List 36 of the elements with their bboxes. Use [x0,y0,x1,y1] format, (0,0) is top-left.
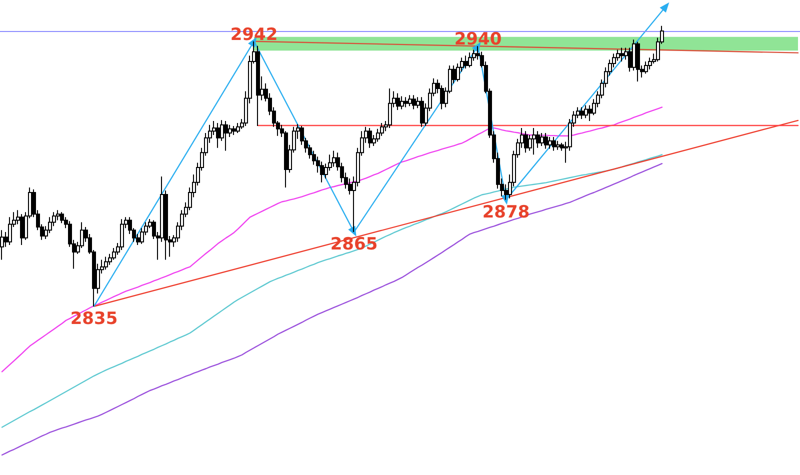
candlestick [552,136,556,152]
candlestick [524,130,528,154]
candlestick [0,230,4,260]
candlestick [540,132,544,146]
candlestick [468,52,472,68]
candlestick [556,140,560,150]
candlestick [584,104,588,119]
candlestick [400,96,404,110]
candlestick [580,106,584,120]
candlestick [620,47,624,62]
candlestick [388,88,392,128]
candlestick [368,127,372,148]
candlestick [236,122,240,134]
candlestick [420,96,424,128]
candlestick [412,94,416,110]
candlestick [644,61,648,74]
annotation: 2835 [70,308,118,329]
candlestick [396,92,400,111]
candlestick [232,126,236,136]
candlestick [224,120,228,152]
candlestick [332,150,336,168]
annotation: 2942 [230,24,278,45]
candlestick [216,122,220,148]
annotation: 2878 [482,202,530,222]
candlestick [648,57,652,70]
candlestick [548,136,552,150]
candlestick [404,96,408,108]
candlestick [256,45,260,127]
candlestick [532,127,536,156]
candlestick [464,55,468,70]
candlestick [636,41,640,82]
candlestick [20,214,24,246]
candlestick [104,256,108,270]
candlestick [544,132,548,150]
candlestick [60,212,64,224]
candlestick [408,94,412,107]
